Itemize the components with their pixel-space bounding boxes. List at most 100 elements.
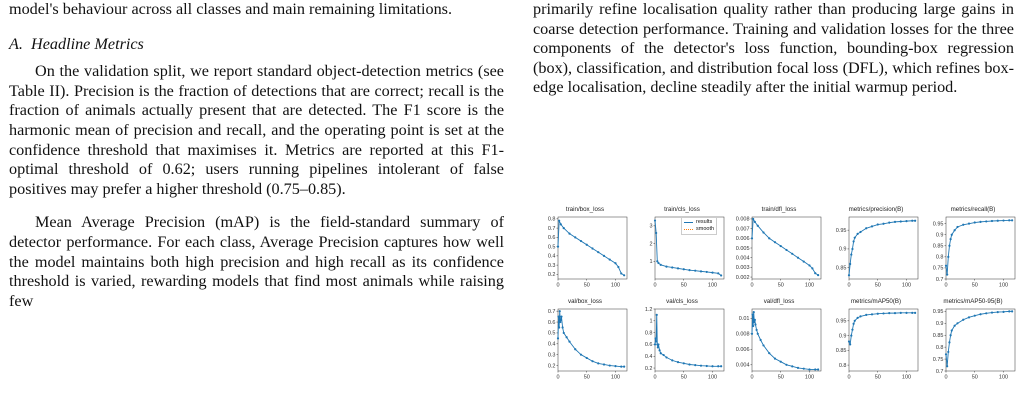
chart-plot: 0 50 100 0.8 0.85 0.9 0.95 [836,308,919,381]
y-tick-label: 0.2 [645,366,653,372]
x-tick-label: 0 [556,283,559,289]
data-point [948,244,951,247]
y-tick-label: 0.004 [736,255,750,261]
data-point [773,357,777,360]
data-point [753,321,756,324]
data-point [623,365,626,368]
x-tick-label: 0 [653,283,656,289]
data-point [847,340,851,343]
y-tick-label: 0.3 [548,352,556,358]
data-point [597,251,600,254]
data-point [608,364,611,367]
data-point [893,220,897,223]
x-tick-label: 0 [653,375,656,381]
y-tick-label: 0.5 [548,244,556,250]
data-point [558,310,561,313]
data-point [814,272,817,275]
data-point [768,237,771,240]
y-tick-label: 0.2 [548,363,556,369]
x-tick-label: 50 [972,283,978,289]
y-tick-label: 0.8 [936,345,944,351]
y-tick-label: 0.95 [933,221,944,227]
y-tick-label: 0.006 [736,347,750,353]
data-point [852,240,855,243]
x-tick-label: 100 [611,283,620,289]
chart-title: metrics/recall(B) [950,206,996,213]
y-tick-label: 0.9 [839,333,847,339]
chart-panel: val/cls_loss 0 50 100 0.2 0.4 0.6 0.8 1 1.2 [637,298,727,384]
chart-panel: val/box_loss 0 50 100 0.2 0.3 0.4 0.5 0.6 0.7 [540,298,630,384]
x-tick-label: 50 [778,283,784,289]
x-tick-label: 100 [999,375,1008,381]
data-point [979,313,982,316]
data-point [711,365,714,368]
data-point [962,318,965,321]
y-tick-label: 0.85 [933,244,944,250]
chart-title: val/dfl_loss [763,298,795,305]
chart-plot: 0 50 100 0.7 0.75 0.8 0.85 0.9 0.95 [933,216,1016,289]
chart-title: metrics/mAP50-95(B) [943,298,1003,305]
plot-frame [848,308,919,372]
data-point [967,222,971,225]
data-point [850,334,853,337]
chart-plot: 0 50 100 0.004 0.006 0.008 0.01 [736,308,822,381]
data-point [899,220,902,223]
paragraph: model's behaviour across all classes and… [9,0,453,18]
y-tick-label: 0.003 [736,265,750,271]
plot-frame [945,308,1016,372]
y-tick-label: 0.5 [548,331,556,337]
chart-title: metrics/precision(B) [848,206,904,213]
data-point [990,311,994,314]
data-point [876,223,879,226]
y-tick-label: 0.7 [548,226,556,232]
data-point [853,319,856,322]
plot-frame [654,308,725,372]
chart-plot: 0 50 100 0.002 0.003 0.004 0.005 0.006 0.007 0.00… [736,217,822,289]
y-tick-label: 0.008 [736,332,750,338]
data-point [859,230,862,234]
x-tick-label: 100 [611,375,620,381]
y-tick-label: 0.006 [736,236,750,242]
data-point [752,217,755,221]
series-line [557,311,625,368]
data-point [561,326,564,329]
data-point [953,324,956,327]
chart-panel: metrics/recall(B) 0 50 100 0.7 0.75 0.8 0.85 0.9… [928,206,1018,292]
data-point [717,365,720,368]
data-point [655,231,658,235]
series-line [751,312,819,370]
y-tick-label: 3 [649,224,652,230]
data-point [665,265,668,268]
paragraph: Mean Average Precision (mAP) is the fiel… [9,213,504,310]
legend-label-results: results [696,219,713,225]
plot-frame [557,308,628,372]
x-tick-label: 50 [681,283,687,289]
chart-title: metrics/mAP50(B) [850,298,902,305]
data-point [656,346,659,349]
data-point [559,320,562,324]
chart-title: val/cls_loss [666,298,698,305]
data-point [568,340,571,343]
chart-plot: 0 50 100 0.2 0.4 0.6 0.8 1 1.2 [645,307,725,381]
data-point [785,363,788,366]
chart-plot: 0 50 100 0.85 0.9 0.95 [836,216,919,289]
data-point [947,350,950,354]
data-point [602,254,606,257]
data-point [888,221,891,224]
y-tick-label: 0.3 [548,263,556,269]
data-point [620,272,623,275]
data-point [682,268,685,271]
data-point [773,241,777,244]
data-point [671,359,674,362]
y-tick-label: 0.6 [645,342,653,348]
y-tick-label: 0.85 [836,266,847,272]
data-point [796,366,800,369]
paragraph: On the validation split, we report stand… [9,62,504,198]
data-point [559,223,562,226]
y-tick-label: 0.7 [936,369,944,375]
data-point [953,229,956,232]
section-heading: A. Headline Metrics [9,34,144,53]
data-point [585,243,588,246]
data-point [808,368,811,371]
series-line [945,219,1013,275]
